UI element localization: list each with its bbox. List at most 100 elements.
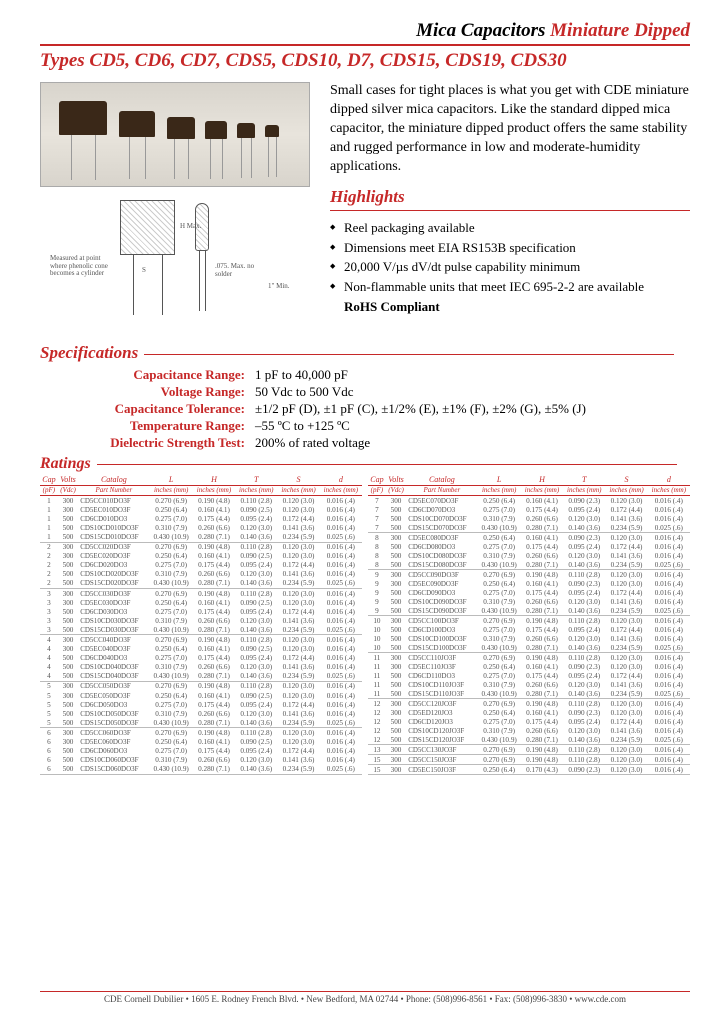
- table-cell: CDS15CD050DO3F: [78, 718, 149, 728]
- spec-label: Voltage Range:: [40, 384, 255, 400]
- table-cell: 0.141 (3.6): [605, 551, 647, 560]
- spec-value: ±1/2 pF (D), ±1 pF (C), ±1/2% (E), ±1% (…: [255, 401, 690, 417]
- table-cell: 0.110 (2.8): [235, 635, 277, 645]
- table-cell: 0.310 (7.9): [477, 726, 520, 735]
- table-cell: 0.270 (6.9): [477, 653, 520, 663]
- table-cell: 0.275 (7.0): [149, 561, 192, 570]
- table-cell: 0.110 (2.8): [235, 542, 277, 552]
- table-cell: 0.172 (4.4): [605, 717, 647, 726]
- table-cell: 0.275 (7.0): [477, 671, 520, 680]
- table-cell: 0.250 (6.4): [477, 662, 520, 671]
- table-cell: 4: [40, 663, 58, 672]
- table-cell: 300: [386, 699, 406, 709]
- table-cell: 0.160 (4.1): [193, 691, 235, 700]
- table-header: L: [477, 475, 520, 486]
- table-cell: 0.260 (6.6): [193, 523, 235, 532]
- table-header: d: [320, 475, 362, 486]
- table-cell: 0.016 (.4): [320, 663, 362, 672]
- table-cell: 300: [386, 755, 406, 765]
- table-cell: 0.090 (2.3): [563, 533, 605, 543]
- table-cell: 0.016 (.4): [320, 496, 362, 506]
- table-cell: 0.280 (7.1): [521, 689, 563, 699]
- table-cell: 0.120 (3.0): [563, 597, 605, 606]
- table-cell: 0.280 (7.1): [521, 560, 563, 570]
- table-cell: 0.172 (4.4): [277, 654, 319, 663]
- table-cell: 0.016 (.4): [648, 717, 690, 726]
- table-cell: 2: [40, 542, 58, 552]
- table-cell: CD5EC050DO3F: [78, 691, 149, 700]
- table-cell: 0.120 (3.0): [235, 570, 277, 579]
- table-cell: CDS15CD070DO3F: [406, 523, 477, 533]
- table-cell: 0.430 (10.9): [477, 560, 520, 570]
- table-cell: 0.016 (.4): [648, 496, 690, 506]
- spec-label: Temperature Range:: [40, 418, 255, 434]
- table-cell: 0.172 (4.4): [277, 746, 319, 755]
- table-cell: 0.141 (3.6): [277, 570, 319, 579]
- table-cell: 0.140 (3.6): [563, 643, 605, 653]
- table-cell: 500: [58, 607, 78, 616]
- highlights-title: Highlights: [330, 186, 690, 211]
- table-row: 5500CDS15CD050DO3F0.430 (10.9)0.280 (7.1…: [40, 718, 362, 728]
- table-cell: 0.016 (.4): [648, 708, 690, 717]
- table-cell: 0.016 (.4): [320, 746, 362, 755]
- table-cell: 6: [40, 746, 58, 755]
- table-cell: 0.280 (7.1): [193, 672, 235, 682]
- table-cell: 13: [368, 745, 386, 755]
- table-cell: CD5CC130JO3F: [406, 745, 477, 755]
- table-cell: 0.172 (4.4): [605, 542, 647, 551]
- table-cell: 0.275 (7.0): [477, 717, 520, 726]
- table-cell: 0.310 (7.9): [477, 597, 520, 606]
- table-cell: 0.260 (6.6): [193, 663, 235, 672]
- table-cell: 0.430 (10.9): [477, 689, 520, 699]
- table-cell: 500: [58, 756, 78, 765]
- table-cell: 0.234 (5.9): [605, 523, 647, 533]
- intro-paragraph: Small cases for tight places is what you…: [330, 82, 690, 176]
- table-cell: 300: [386, 616, 406, 626]
- table-cell: 0.175 (4.4): [193, 654, 235, 663]
- table-cell: 0.090 (2.3): [563, 708, 605, 717]
- table-cell: 4: [40, 672, 58, 682]
- table-cell: 0.310 (7.9): [149, 756, 192, 765]
- table-header: T: [563, 475, 605, 486]
- highlights-list: Reel packaging availableDimensions meet …: [330, 219, 690, 295]
- table-cell: CDS10CD010DO3F: [78, 523, 149, 532]
- table-cell: 500: [58, 718, 78, 728]
- table-cell: 0.016 (.4): [648, 505, 690, 514]
- table-cell: 0.260 (6.6): [193, 570, 235, 579]
- table-cell: 500: [386, 643, 406, 653]
- table-subheader: (pF): [40, 486, 58, 496]
- spec-value: 1 pF to 40,000 pF: [255, 367, 690, 383]
- table-cell: CDS10CD080DO3F: [406, 551, 477, 560]
- table-row: 9500CDS15CD090DO3F0.430 (10.9)0.280 (7.1…: [368, 606, 690, 616]
- table-cell: 0.016 (.4): [320, 523, 362, 532]
- table-cell: 0.016 (.4): [648, 533, 690, 543]
- table-row: 8500CDS15CD080DO3F0.430 (10.9)0.280 (7.1…: [368, 560, 690, 570]
- table-cell: 0.090 (2.5): [235, 552, 277, 561]
- table-cell: 500: [58, 579, 78, 589]
- table-row: 7500CDS10CD070DO3F0.310 (7.9)0.260 (6.6)…: [368, 514, 690, 523]
- table-cell: 0.095 (2.4): [235, 654, 277, 663]
- table-cell: 0.270 (6.9): [477, 745, 520, 755]
- table-cell: 0.120 (3.0): [277, 552, 319, 561]
- table-cell: 0.090 (2.5): [235, 691, 277, 700]
- table-cell: 8: [368, 560, 386, 570]
- table-cell: 0.172 (4.4): [605, 671, 647, 680]
- table-cell: 1: [40, 514, 58, 523]
- table-subheader: inches (mm): [320, 486, 362, 496]
- table-row: 1500CD6CD010DO30.275 (7.0)0.175 (4.4)0.0…: [40, 514, 362, 523]
- table-cell: CD5CC090DO3F: [406, 570, 477, 580]
- table-subheader: inches (mm): [477, 486, 520, 496]
- table-cell: 500: [386, 560, 406, 570]
- table-cell: 5: [40, 709, 58, 718]
- table-cell: 5: [40, 718, 58, 728]
- table-cell: 0.120 (3.0): [605, 662, 647, 671]
- table-cell: 300: [58, 496, 78, 506]
- table-cell: 0.090 (2.3): [563, 662, 605, 671]
- table-cell: 0.016 (.4): [320, 635, 362, 645]
- table-cell: 500: [386, 588, 406, 597]
- table-row: 6300CD5EC060DO3F0.250 (6.4)0.160 (4.1)0.…: [40, 737, 362, 746]
- table-cell: 500: [58, 746, 78, 755]
- table-cell: CDS15CD090DO3F: [406, 606, 477, 616]
- table-cell: 0.141 (3.6): [605, 726, 647, 735]
- table-cell: 0.260 (6.6): [521, 726, 563, 735]
